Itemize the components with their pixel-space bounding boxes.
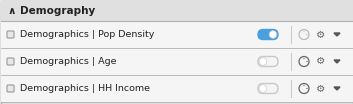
FancyBboxPatch shape (7, 58, 14, 65)
Polygon shape (334, 60, 340, 63)
FancyBboxPatch shape (0, 75, 353, 102)
FancyBboxPatch shape (0, 21, 353, 48)
FancyBboxPatch shape (0, 48, 353, 75)
Circle shape (259, 85, 267, 92)
Text: Demographics | HH Income: Demographics | HH Income (20, 84, 150, 93)
Polygon shape (334, 87, 340, 90)
Text: ⚙: ⚙ (316, 84, 325, 93)
FancyBboxPatch shape (258, 30, 278, 40)
Text: ⚙: ⚙ (316, 30, 325, 40)
FancyBboxPatch shape (7, 31, 14, 38)
Text: ⚙: ⚙ (316, 56, 325, 66)
Polygon shape (334, 33, 340, 36)
Text: ∧: ∧ (7, 6, 16, 15)
Text: Demography: Demography (20, 6, 95, 15)
FancyBboxPatch shape (7, 85, 14, 92)
Text: Demographics | Age: Demographics | Age (20, 57, 116, 66)
Circle shape (259, 58, 267, 65)
Circle shape (269, 31, 277, 38)
Text: Demographics | Pop Density: Demographics | Pop Density (20, 30, 154, 39)
FancyBboxPatch shape (0, 1, 353, 20)
